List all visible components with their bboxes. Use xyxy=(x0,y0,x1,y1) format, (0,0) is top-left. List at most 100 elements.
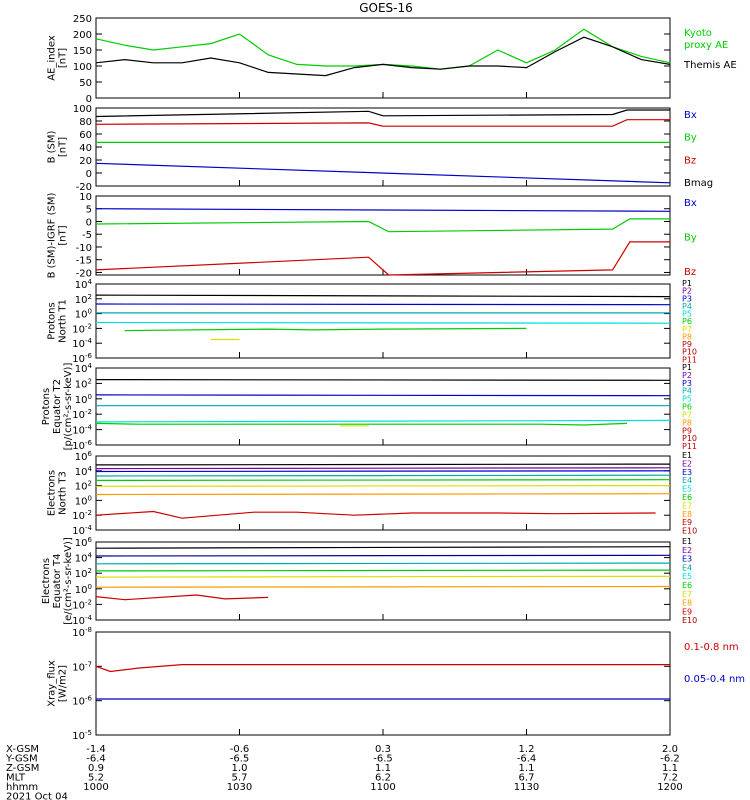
y-axis-label: [nT] xyxy=(58,48,69,68)
y-axis-label: [nT] xyxy=(58,137,69,157)
series-line-e1 xyxy=(95,463,671,466)
x-axis-row-value: -6.2 xyxy=(660,754,680,765)
x-axis-row-value: -6.5 xyxy=(373,754,393,765)
legend-entry: E1 xyxy=(682,451,692,460)
y-tick-label: 10-4 xyxy=(72,337,92,350)
x-axis-row-value: 7.2 xyxy=(662,773,678,784)
legend-entry: P1 xyxy=(682,363,692,372)
y-tick-label: 10-2 xyxy=(72,509,92,522)
series-line-e2 xyxy=(95,554,671,557)
series-line-bmag xyxy=(95,109,670,118)
y-axis-label: North T1 xyxy=(58,299,69,343)
legend-entry: 0.1-0.8 nm xyxy=(684,642,739,653)
series-line-p2 xyxy=(95,394,671,397)
panel-2: -20 0 20 40 60 80 100 B (SM) [nT] Bx By Bz Bmag xyxy=(47,104,714,193)
series-line-e2 xyxy=(95,467,671,470)
legend-entry: E7 xyxy=(682,590,692,599)
y-axis-label: [e/(cm²-s-sr-keV)] xyxy=(63,537,74,625)
y-tick-label: 150 xyxy=(73,46,92,57)
series-line-e1 xyxy=(95,546,671,549)
x-axis-row-value: 1.1 xyxy=(519,763,535,774)
y-tick-label: 10 xyxy=(79,192,92,203)
y-tick-label: 102 xyxy=(75,293,92,306)
legend-entry: P7 xyxy=(682,325,692,334)
series-line-0-1-0-8-nm xyxy=(95,663,670,673)
legend-entry: E10 xyxy=(682,527,697,536)
y-tick-label: 10-7 xyxy=(72,660,92,673)
legend-entry: E2 xyxy=(682,546,692,555)
y-tick-label: 106 xyxy=(75,536,93,549)
chart-title: GOES-16 xyxy=(359,1,413,15)
y-tick-label: 250 xyxy=(73,14,92,25)
y-tick-label: 104 xyxy=(75,465,93,478)
series-line-bx xyxy=(95,208,671,212)
y-tick-label: 20 xyxy=(79,156,92,167)
x-axis-row-label: hhmm xyxy=(6,782,38,793)
y-axis-label: B (SM) xyxy=(47,130,58,163)
legend-entry: P10 xyxy=(682,348,697,357)
legend-entry: P11 xyxy=(682,442,697,451)
x-axis-row-value: -6.5 xyxy=(230,754,250,765)
legend-entry: Bx xyxy=(684,198,697,209)
x-axis-row-label: MLT xyxy=(6,773,26,784)
x-axis-row-value: 1030 xyxy=(227,782,252,793)
x-axis-row-value: -0.6 xyxy=(230,744,250,755)
legend-entry: P5 xyxy=(682,310,692,319)
y-axis-label: Equator T4 xyxy=(52,554,63,609)
x-axis-row-value: 0.9 xyxy=(88,763,104,774)
legend-entry: E7 xyxy=(682,501,692,510)
y-tick-label: 102 xyxy=(75,480,92,493)
legend-entry: P11 xyxy=(682,355,697,364)
date-label: 2021 Oct 04 xyxy=(6,792,68,800)
y-tick-label: 100 xyxy=(75,583,92,596)
legend-entry: E4 xyxy=(682,563,692,572)
y-tick-label: 0 xyxy=(86,169,92,180)
x-axis-row-value: 1.1 xyxy=(375,763,391,774)
y-tick-label: 100 xyxy=(75,308,92,321)
legend-entry: 0.05-0.4 nm xyxy=(684,674,745,685)
panel-8: 10-8 10-7 10-6 10-5 Xray_flux [W/m2] 0.1-0.8 n… xyxy=(47,626,746,742)
series-line-by xyxy=(95,218,670,233)
legend-entry: By xyxy=(684,233,697,244)
y-tick-label: 100 xyxy=(75,494,92,507)
y-axis-label: AE_index xyxy=(47,35,58,81)
legend-entry: E9 xyxy=(682,607,692,616)
y-tick-label: 10-8 xyxy=(72,626,92,639)
y-tick-label: 100 xyxy=(75,393,92,406)
series-line-p1 xyxy=(95,379,671,381)
y-axis-label: Protons xyxy=(47,302,58,339)
x-axis-table: X-GSM -1.4 -0.6 0.3 1.2 2.0 Y-GSM -6.4 -6.5 -6.5 -… xyxy=(5,744,683,800)
legend-entry: P5 xyxy=(682,395,692,404)
legend-entry: P2 xyxy=(682,287,692,296)
y-tick-label: 104 xyxy=(75,278,93,291)
series-line-e8 xyxy=(95,510,656,519)
legend-entry: Bz xyxy=(684,155,696,166)
y-tick-label: -5 xyxy=(82,230,92,241)
legend-entry: Themis AE xyxy=(683,60,737,71)
legend-entry: E6 xyxy=(682,493,692,502)
series-line-e4 xyxy=(95,474,671,477)
series-line-p4 xyxy=(95,419,671,423)
legend-entry: P8 xyxy=(682,332,692,341)
y-axis-label: B (SM)-IGRF (SM) xyxy=(47,193,58,279)
y-tick-label: -15 xyxy=(76,256,92,267)
x-axis-row-value: 6.7 xyxy=(519,773,535,784)
legend-entry: P2 xyxy=(682,371,692,380)
y-tick-label: 5 xyxy=(86,205,92,216)
panel-frame xyxy=(95,541,671,621)
series-line-p2 xyxy=(95,303,671,306)
x-axis-row-label: Y-GSM xyxy=(5,754,38,765)
x-axis-row-value: 1000 xyxy=(83,782,108,793)
panel-frame xyxy=(95,107,671,187)
y-tick-label: 102 xyxy=(75,377,92,390)
y-axis-label: Protons xyxy=(41,388,52,425)
legend-entry: E10 xyxy=(682,616,697,625)
x-axis-row-value: 1130 xyxy=(514,782,539,793)
y-axis-label: [nT] xyxy=(58,225,69,245)
